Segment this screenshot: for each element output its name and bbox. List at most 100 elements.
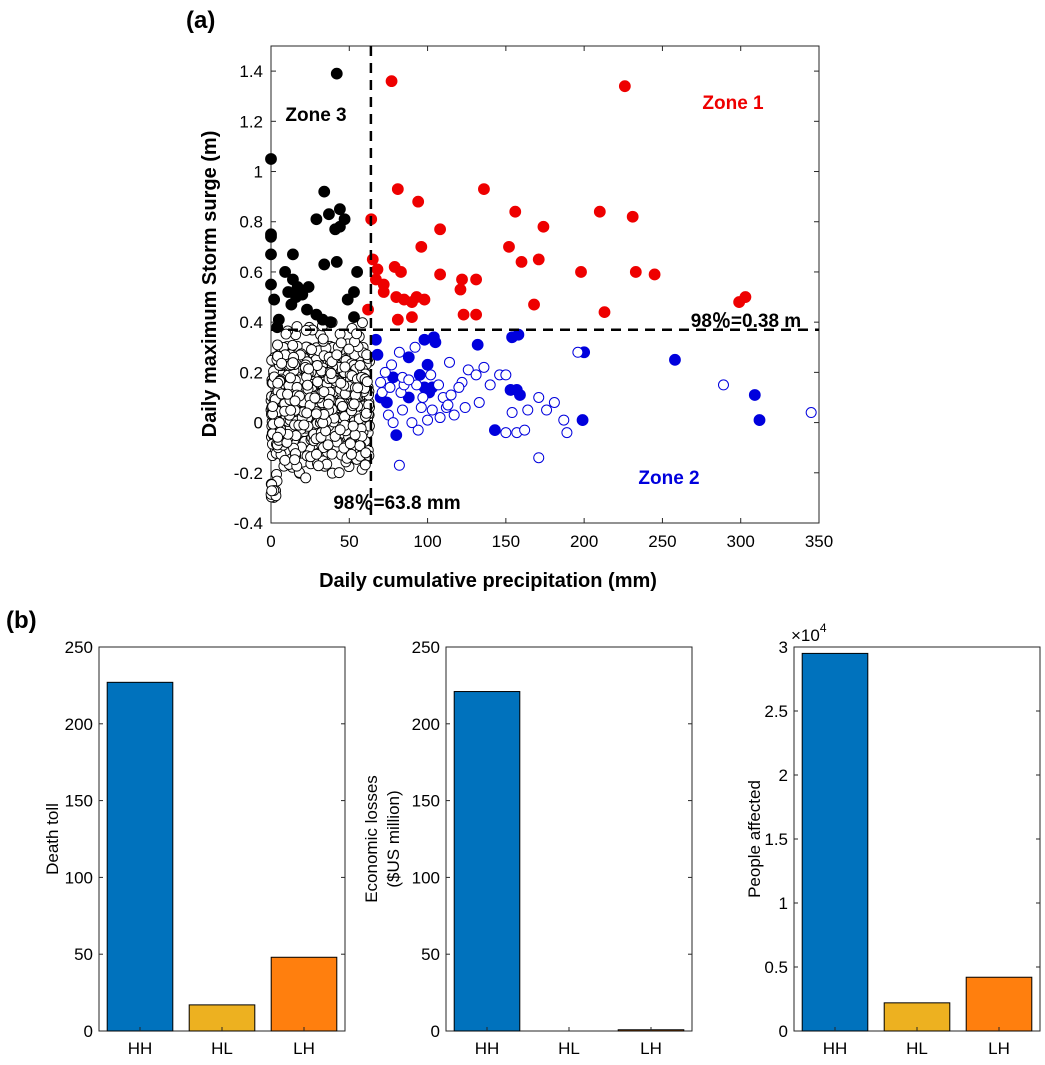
death-toll-bar-chart: 0 50 100 150 200 250 HH HL LH Death toll bbox=[43, 638, 346, 1058]
scatter-point bbox=[402, 351, 415, 364]
scatter-point bbox=[330, 67, 343, 80]
scatter-point-open bbox=[459, 402, 471, 414]
below-threshold-point bbox=[284, 372, 296, 384]
scatter-point bbox=[351, 266, 364, 278]
x-tick-label: HH bbox=[475, 1039, 500, 1058]
below-threshold-point bbox=[335, 337, 347, 349]
scatter-point-open bbox=[558, 414, 570, 426]
x-tick-label: LH bbox=[293, 1039, 315, 1058]
below-threshold-point bbox=[335, 377, 347, 389]
scatter-point bbox=[753, 414, 766, 426]
scatter-point-open bbox=[805, 407, 817, 419]
below-threshold-point bbox=[272, 377, 284, 389]
below-threshold-point bbox=[326, 448, 338, 460]
economic-losses-bar-chart: 0 50 100 150 200 250 HH HL LH Economic losses ($… bbox=[362, 638, 693, 1058]
scatter-point bbox=[268, 293, 281, 306]
scatter-point bbox=[739, 291, 752, 303]
scatter-point-open bbox=[387, 417, 399, 429]
scatter-point bbox=[434, 268, 446, 281]
people-affected-bar-chart: 0 0.5 1 1.5 2 2.5 3 HH HL LH People affected ×104 bbox=[745, 621, 1041, 1058]
bar-hh bbox=[106, 681, 174, 1032]
scatter-point-open bbox=[393, 346, 405, 358]
below-threshold-point bbox=[322, 439, 334, 451]
scatter-point bbox=[318, 258, 331, 271]
y-tick-label: 150 bbox=[65, 792, 93, 811]
people-affected-exponent-base: ×104 bbox=[791, 621, 827, 645]
panel-label-b: (b) bbox=[6, 607, 37, 634]
bar-hh bbox=[801, 652, 869, 1032]
scatter-point-open bbox=[417, 391, 429, 403]
y-tick-label: 0.8 bbox=[239, 213, 263, 232]
scatter-point bbox=[488, 424, 501, 437]
scatter-point bbox=[593, 205, 606, 218]
scatter-point-open bbox=[470, 369, 482, 381]
scatter-point bbox=[390, 429, 403, 442]
scatter-point bbox=[412, 195, 425, 208]
scatter-point-open bbox=[425, 369, 437, 381]
y-tick-label: 0 bbox=[431, 1022, 440, 1041]
scatter-point bbox=[456, 273, 468, 286]
below-threshold-point bbox=[272, 339, 283, 351]
zone-1-label: Zone 1 bbox=[702, 93, 764, 114]
scatter-point bbox=[421, 358, 434, 371]
scatter-point-open bbox=[717, 379, 729, 391]
scatter-point bbox=[471, 338, 484, 351]
zone-3-label: Zone 3 bbox=[285, 105, 346, 126]
below-threshold-point bbox=[337, 400, 348, 412]
y-tick-label: -0.4 bbox=[234, 514, 263, 533]
economic-losses-bars-and-ticks: 0 50 100 150 200 250 HH HL LH bbox=[412, 638, 692, 1058]
below-threshold-point bbox=[359, 459, 371, 471]
below-threshold-point bbox=[361, 376, 373, 388]
scatter-point-open bbox=[548, 396, 560, 408]
y-tick-label: 50 bbox=[421, 945, 440, 964]
below-threshold-point bbox=[298, 419, 310, 431]
scatter-point-open bbox=[393, 459, 405, 471]
scatter-point bbox=[576, 414, 589, 426]
below-threshold-point bbox=[360, 407, 372, 419]
scatter-point bbox=[333, 220, 346, 233]
scatter-point bbox=[575, 266, 587, 278]
scatter-point-open bbox=[500, 427, 512, 439]
zone-2-label: Zone 2 bbox=[638, 468, 699, 489]
people-affected-y-axis-label: People affected bbox=[745, 780, 764, 898]
y-tick-label: 3 bbox=[779, 638, 788, 657]
below-threshold-point bbox=[334, 424, 346, 436]
scatter-point bbox=[395, 266, 407, 278]
scatter-point-open bbox=[384, 381, 396, 393]
below-threshold-point bbox=[311, 448, 322, 460]
y-tick-label: 0 bbox=[84, 1022, 93, 1041]
below-threshold-point bbox=[279, 454, 291, 466]
below-threshold-point bbox=[354, 359, 366, 371]
scatter-y-axis-label: Daily maximum Storm surge (m) bbox=[199, 131, 221, 438]
x-tick-label: 350 bbox=[805, 532, 833, 551]
scatter-point bbox=[265, 248, 277, 261]
scatter-point-open bbox=[409, 341, 421, 353]
death-toll-y-axis-label: Death toll bbox=[43, 803, 62, 875]
below-threshold-point bbox=[312, 376, 324, 388]
scatter-point bbox=[391, 313, 404, 326]
below-threshold-point bbox=[344, 438, 356, 450]
below-threshold-point bbox=[301, 407, 313, 419]
y-tick-label: 0.4 bbox=[239, 313, 263, 332]
below-threshold-point bbox=[300, 472, 312, 484]
scatter-point bbox=[454, 283, 467, 296]
scatter-point bbox=[301, 303, 313, 316]
below-threshold-point bbox=[302, 379, 313, 391]
scatter-point bbox=[348, 286, 360, 298]
scatter-point-open bbox=[522, 404, 534, 416]
scatter-point-open bbox=[386, 359, 398, 371]
scatter-point bbox=[385, 75, 398, 88]
scatter-point bbox=[532, 253, 545, 266]
scatter-point bbox=[418, 293, 431, 306]
below-threshold-point bbox=[352, 382, 364, 394]
below-threshold-point bbox=[318, 386, 330, 398]
scatter-point bbox=[528, 298, 540, 311]
scatter-point-open bbox=[484, 379, 496, 391]
x-tick-label: HL bbox=[906, 1039, 928, 1058]
scatter-point bbox=[629, 266, 642, 278]
below-threshold-point bbox=[276, 357, 288, 369]
x-tick-label: LH bbox=[640, 1039, 662, 1058]
scatter-below-threshold-points bbox=[265, 316, 375, 503]
economic-losses-y-axis-label-line1: Economic losses bbox=[362, 775, 381, 903]
below-threshold-point bbox=[343, 343, 355, 355]
